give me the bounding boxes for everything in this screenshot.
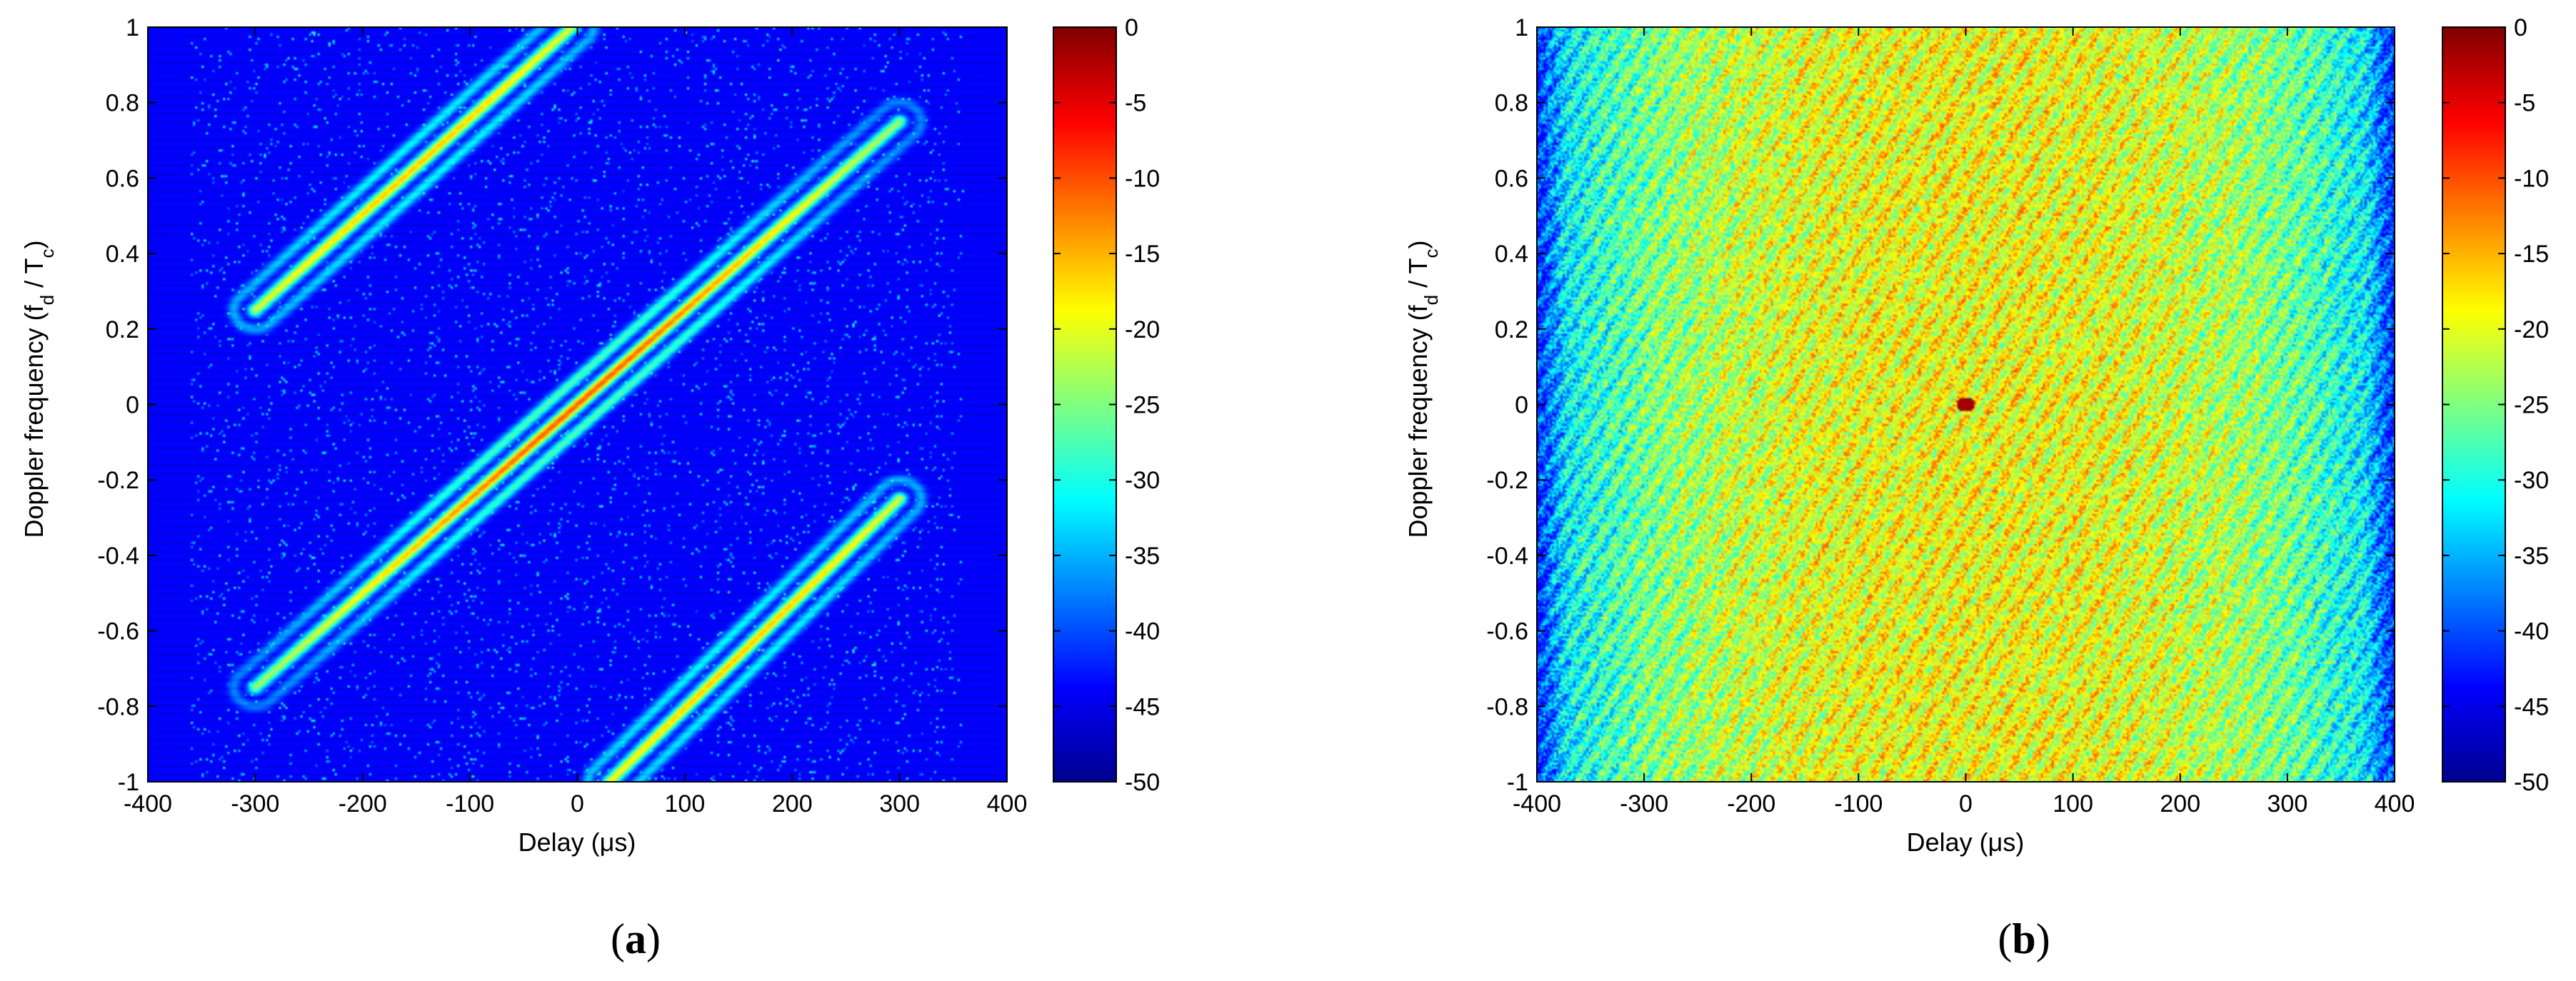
panel-a-x-tick-label: -300 [231,790,279,818]
panel-b-y-tick-label: 0.8 [1495,90,1528,117]
panel-b-x-tick-label: -300 [1620,790,1668,818]
panel-a-colorbar-tick-label: -30 [1125,467,1160,494]
panel-b-colorbar-tick-label: -20 [2514,316,2549,343]
panel-b-y-tick-label: 0.2 [1495,316,1528,343]
panel-b-x-tick-label: -200 [1727,790,1775,818]
panel-a-y-tick-label: 1 [126,14,139,41]
panel-a-colorbar-tick-label: -10 [1125,165,1160,192]
panel-a-x-tick-label: 300 [879,790,920,818]
panel-a-colorbar-tick-label: -5 [1125,90,1146,117]
panel-b-ylabel: Doppler frequency (fd / Tc) [1403,241,1442,538]
panel-b-colorbar-tick-label: -25 [2514,392,2549,419]
panel-a-colorbar-tick-label: -40 [1125,618,1160,645]
panel-a-x-tick-label: 400 [987,790,1028,818]
panel-a-colorbar-tick-label: -45 [1125,693,1160,720]
panel-b-colorbar: 0 -5 -10 -15 -20 -25 -30 -35 -40 -45 -50 [2442,14,2549,796]
panel-b: Doppler frequency (fd / Tc) -400 -300 -200… [1403,14,2549,962]
panel-b-label: (b) [1998,915,2050,962]
panel-a-y-tick-label: 0.8 [106,90,139,117]
panel-a-colorbar-gradient [1053,26,1117,783]
panel-a-y-tick-label: -0.6 [97,618,139,645]
panel-b-x-tick-label: -400 [1513,790,1561,818]
panel-a-plot-area: -400 -300 -200 -100 0 100 200 300 400 -1 -0.8 -0.6 -… [97,14,1027,818]
panel-a-y-tick-label: 0.4 [106,241,139,268]
panel-a-colorbar-tick-label: -35 [1125,543,1160,570]
panel-b-x-tick-label: 200 [2160,790,2200,818]
panel-a-colorbar-tick-label: -50 [1125,769,1160,796]
panel-b-colorbar-tick-label: -5 [2514,90,2535,117]
panel-a-x-tick-label: -100 [446,790,494,818]
panel-a-colorbar-ticks: 0 -5 -10 -15 -20 -25 -30 -35 -40 -45 -50 [1053,14,1160,796]
panel-b-ticks: -400 -300 -200 -100 0 100 200 300 400 -1 -0.8 -0.6 -… [1486,14,2415,818]
panel-a-y-tick-label: 0.2 [106,316,139,343]
panel-a-x-tick-label: 0 [571,790,584,818]
panel-a-y-tick-label: -0.2 [97,467,139,494]
panel-a-label: (a) [611,915,661,962]
panel-a-ylabel: Doppler frequency (fd / Tc) [19,241,58,538]
panel-a-y-tick-label: -0.4 [97,543,139,570]
panel-a-colorbar-tick-label: -20 [1125,316,1160,343]
panel-a-x-tick-label: 200 [772,790,813,818]
panel-b-colorbar-tick-label: -40 [2514,618,2549,645]
panel-a-x-tick-label: -200 [339,790,387,818]
panel-b-y-tick-label: 0.6 [1495,165,1528,192]
panel-b-y-tick-label: -0.4 [1486,543,1528,570]
panel-b-y-tick-label: 0.4 [1495,241,1528,268]
panel-b-colorbar-tick-label: -45 [2514,693,2549,720]
panel-b-colorbar-tick-label: -50 [2514,769,2549,796]
panel-b-x-tick-label: 300 [2267,790,2308,818]
panel-b-x-tick-label: 0 [1959,790,1973,818]
panel-a-xlabel: Delay (μs) [518,827,636,857]
panel-b-colorbar-tick-label: -30 [2514,467,2549,494]
panel-b-colorbar-tick-label: -10 [2514,165,2549,192]
panel-a-y-tick-label: 0.6 [106,165,139,192]
panel-b-y-tick-label: 0 [1515,392,1528,419]
panel-a-heatmap [148,27,1007,782]
panel-b-colorbar-tick-label: -15 [2514,241,2549,268]
panel-b-colorbar-tick-label: 0 [2514,14,2527,41]
panel-b-colorbar-gradient [2442,26,2506,783]
panel-b-y-tick-label: -0.8 [1486,693,1528,720]
panel-b-x-tick-label: -100 [1834,790,1883,818]
panel-a-colorbar-tick-label: -15 [1125,241,1160,268]
panel-b-x-tick-label: 100 [2053,790,2093,818]
panel-b-x-tick-label: 400 [2375,790,2415,818]
panel-a-y-tick-label: 0 [126,392,139,419]
panel-a-ticks: -400 -300 -200 -100 0 100 200 300 400 -1 -0.8 -0.6 -… [97,14,1027,818]
panel-b-colorbar-tick-label: -35 [2514,543,2549,570]
panel-b-plot-area: -400 -300 -200 -100 0 100 200 300 400 -1 -0.8 -0.6 -… [1486,14,2415,818]
panel-a-x-tick-label: 100 [665,790,706,818]
panel-a-y-tick-label: -1 [118,769,139,796]
panel-a-colorbar-tick-label: -25 [1125,392,1160,419]
panel-b-y-tick-label: -0.6 [1486,618,1528,645]
panel-b-y-tick-label: -0.2 [1486,467,1528,494]
panel-a: Doppler frequency (fd / Tc) -400 -300 -200… [19,14,1160,962]
panel-b-y-tick-label: 1 [1515,14,1528,41]
panel-a-colorbar-tick-label: 0 [1125,14,1138,41]
panel-b-colorbar-ticks: 0 -5 -10 -15 -20 -25 -30 -35 -40 -45 -50 [2442,14,2549,796]
panel-a-y-tick-label: -0.8 [97,693,139,720]
panel-a-colorbar: 0 -5 -10 -15 -20 -25 -30 -35 -40 -45 -50 [1053,14,1160,796]
panel-b-y-tick-label: -1 [1507,769,1528,796]
panel-b-xlabel: Delay (μs) [1907,827,2025,857]
panel-b-heatmap [1537,27,2395,782]
panel-a-x-tick-label: -400 [124,790,172,818]
